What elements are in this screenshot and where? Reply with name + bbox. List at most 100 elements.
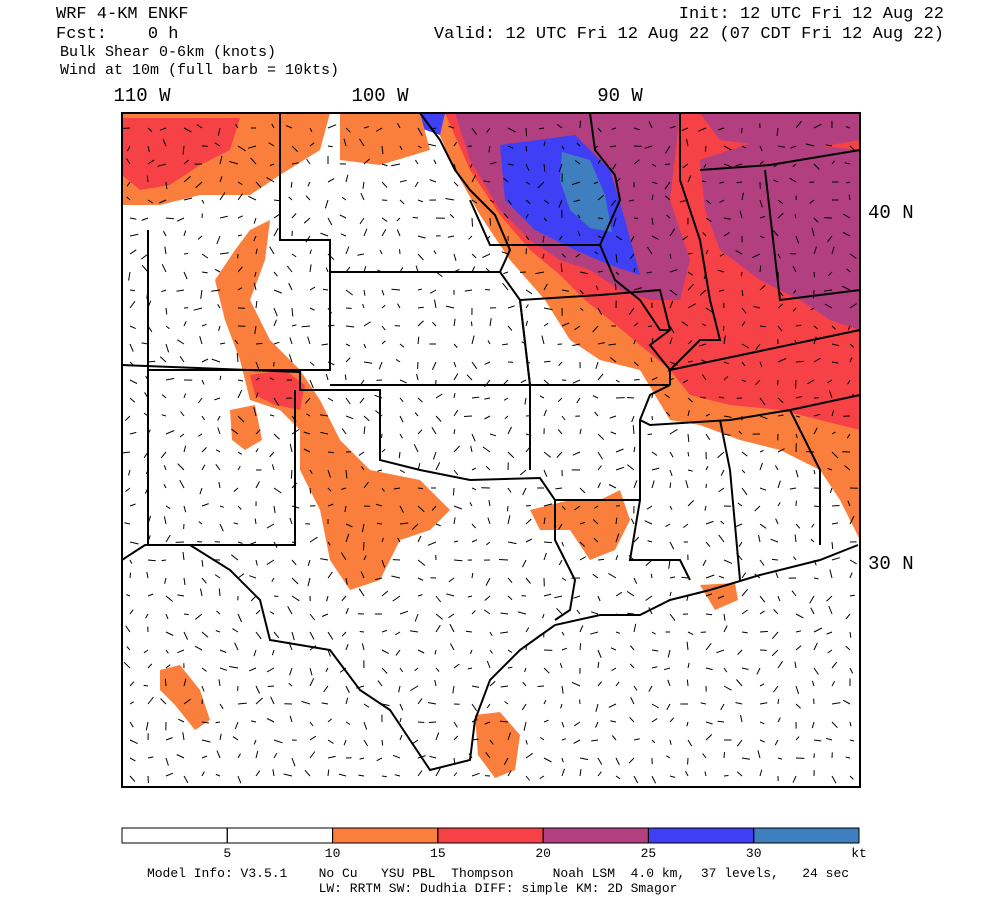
barb <box>435 462 441 471</box>
barb <box>759 739 766 743</box>
barb <box>740 714 743 723</box>
barb <box>288 196 293 201</box>
barb <box>147 696 154 705</box>
barb <box>129 397 136 403</box>
barb <box>520 469 527 476</box>
barb <box>561 631 565 636</box>
barb <box>291 631 295 641</box>
barb <box>538 127 545 130</box>
barb <box>216 235 221 245</box>
barb <box>525 505 531 507</box>
barb <box>811 523 815 528</box>
barb <box>777 253 781 259</box>
barb <box>253 235 257 242</box>
barb <box>831 702 841 705</box>
barb <box>795 645 802 651</box>
barb <box>633 379 640 381</box>
barb <box>417 253 424 261</box>
colorbar-bin <box>542 827 649 844</box>
barb <box>849 721 852 727</box>
barb <box>219 505 224 508</box>
barb <box>811 680 815 687</box>
barb <box>129 757 136 762</box>
barb <box>471 573 474 579</box>
barb <box>633 446 636 453</box>
barb <box>813 271 815 278</box>
barb <box>482 446 491 453</box>
barb <box>305 397 311 404</box>
barb <box>777 698 780 705</box>
barb <box>735 163 743 167</box>
barb <box>341 595 347 602</box>
barb <box>453 663 460 669</box>
barb <box>504 415 509 420</box>
barb <box>147 756 154 759</box>
barb <box>775 572 779 579</box>
barb <box>828 390 833 399</box>
barb <box>741 127 743 134</box>
colorbar-label: 5 <box>223 846 231 861</box>
barb <box>777 397 784 404</box>
barb <box>813 427 818 435</box>
barb <box>201 503 209 507</box>
barb <box>271 649 275 656</box>
barb <box>705 574 715 579</box>
barb <box>498 559 509 561</box>
barb <box>579 757 589 761</box>
barb <box>483 180 491 183</box>
barb <box>289 337 293 345</box>
barb <box>183 698 191 705</box>
barb <box>500 685 509 688</box>
barb <box>198 521 203 525</box>
barb <box>345 397 351 405</box>
barb <box>327 178 335 183</box>
barb <box>574 721 581 727</box>
barb <box>705 642 712 651</box>
barb <box>759 160 764 165</box>
barb <box>218 481 221 489</box>
barb <box>255 750 259 759</box>
barb <box>254 271 257 277</box>
barb <box>525 752 533 759</box>
forecast-hour: Fcst: 0 h <box>56 25 178 44</box>
border <box>518 288 672 386</box>
barb <box>219 649 227 653</box>
barb <box>363 158 370 165</box>
barb <box>453 253 457 261</box>
barb <box>633 775 639 784</box>
barb <box>687 340 693 345</box>
barb <box>417 306 424 309</box>
barb <box>255 559 258 566</box>
barb <box>669 269 678 273</box>
wind-label: Wind at 10m (full barb = 10kts) <box>60 62 339 79</box>
barb <box>237 215 243 219</box>
barb <box>159 127 167 131</box>
barb <box>345 127 351 133</box>
barb <box>215 721 221 724</box>
state-borders <box>121 112 861 772</box>
barb <box>556 451 563 458</box>
barb <box>303 217 311 224</box>
barb <box>359 631 365 633</box>
barb <box>828 605 833 615</box>
barb <box>687 433 690 442</box>
barb <box>789 487 797 490</box>
barb <box>183 505 187 513</box>
barb <box>633 361 639 367</box>
barb <box>161 289 167 293</box>
colorbar-label: 15 <box>430 846 446 861</box>
barb <box>381 433 383 439</box>
barb <box>471 199 478 204</box>
barb <box>433 159 437 165</box>
barb <box>507 770 512 777</box>
barb <box>452 685 455 694</box>
barb <box>129 379 138 384</box>
barb <box>378 361 383 370</box>
barb <box>849 594 855 597</box>
barb <box>720 520 725 525</box>
barb <box>687 397 693 403</box>
barb <box>432 321 437 327</box>
barb <box>542 613 545 619</box>
barb <box>464 289 473 292</box>
barb <box>345 174 349 183</box>
